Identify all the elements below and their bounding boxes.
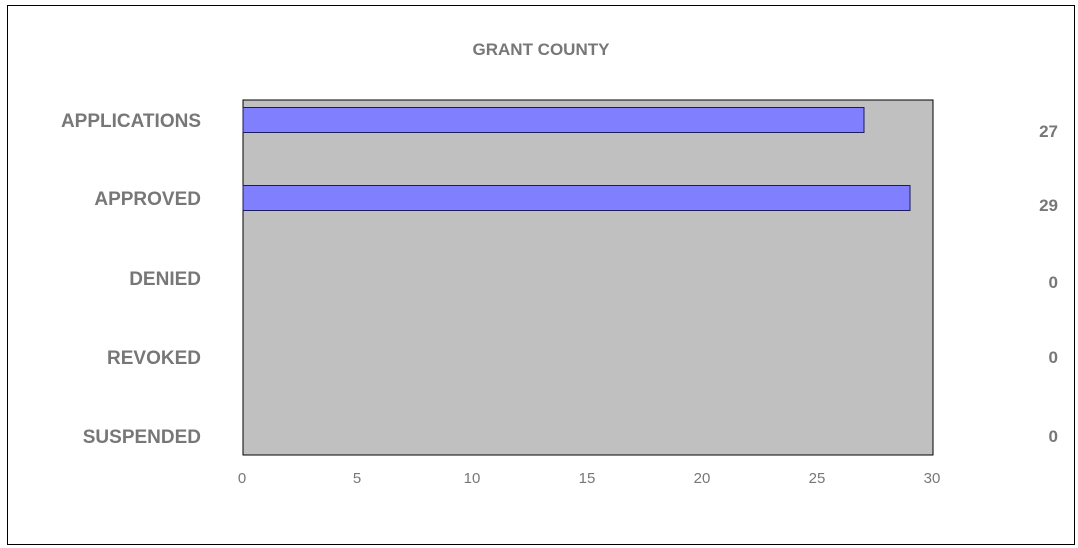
x-tick-label: 15 xyxy=(579,470,596,487)
value-label-approved: 29 xyxy=(1039,196,1058,215)
x-tick-label: 20 xyxy=(694,470,711,487)
bar-applications xyxy=(242,107,865,133)
category-label-approved: APPROVED xyxy=(94,189,201,210)
category-label-applications: APPLICATIONS xyxy=(61,111,201,132)
chart-title: GRANT COUNTY xyxy=(472,40,610,59)
category-label-suspended: SUSPENDED xyxy=(83,427,201,448)
x-tick-label: 25 xyxy=(809,470,826,487)
plot-area xyxy=(242,99,934,456)
value-label-revoked: 0 xyxy=(1049,348,1058,367)
bar-approved xyxy=(242,185,911,211)
value-label-applications: 27 xyxy=(1039,122,1058,141)
x-tick-label: 30 xyxy=(924,470,941,487)
x-tick-label: 5 xyxy=(353,470,361,487)
x-tick-label: 10 xyxy=(464,470,481,487)
x-tick-label: 0 xyxy=(238,470,246,487)
value-label-denied: 0 xyxy=(1049,273,1058,292)
category-label-revoked: REVOKED xyxy=(107,348,201,369)
category-label-denied: DENIED xyxy=(129,269,201,290)
value-label-suspended: 0 xyxy=(1049,427,1058,446)
